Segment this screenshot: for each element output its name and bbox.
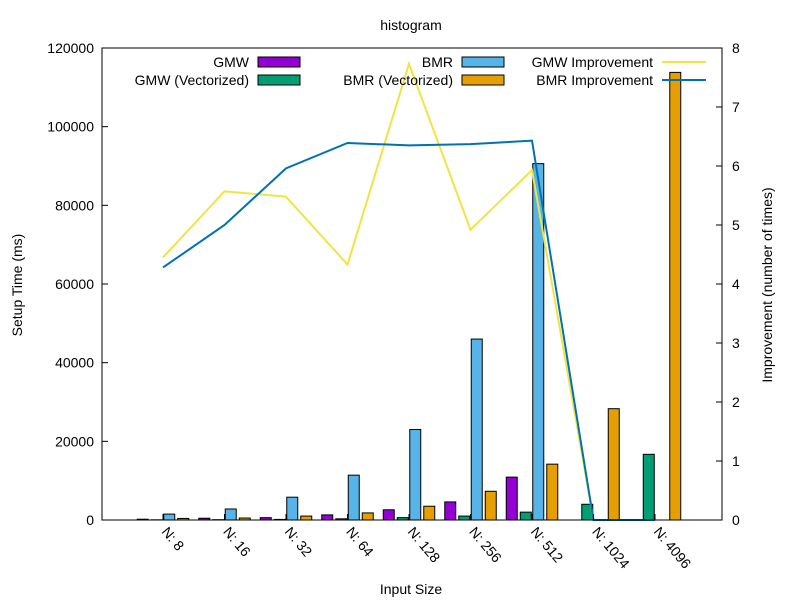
bar: [470, 338, 483, 521]
bar: [409, 429, 422, 521]
bars-layer: [136, 71, 682, 521]
y-tick-label: 120000: [47, 40, 94, 56]
bar: [546, 463, 559, 521]
bar: [321, 514, 334, 521]
y-tick-label: 0: [86, 512, 94, 528]
y-tick-label: 60000: [55, 276, 94, 292]
y2-tick-label: 6: [732, 158, 740, 174]
y2-tick-label: 1: [732, 453, 740, 469]
y2-tick-label: 0: [732, 512, 740, 528]
bar: [347, 474, 360, 521]
y-tick-label: 20000: [55, 433, 94, 449]
x-tick-label: N: 128: [405, 524, 444, 566]
bar: [444, 501, 457, 521]
y-tick-label: 40000: [55, 355, 94, 371]
legend-label: GMW Improvement: [532, 54, 653, 70]
bar: [163, 513, 176, 521]
chart-title: histogram: [380, 17, 441, 33]
legend-label: BMR (Vectorized): [343, 72, 453, 88]
series-line: [162, 139, 655, 521]
legend: GMW GMW (Vectorized) BMR BMR (Vectorized) GM…: [135, 54, 706, 88]
bar: [669, 71, 682, 521]
y2-axis-label: Improvement (number of times): [759, 187, 775, 382]
bar: [361, 512, 374, 521]
y2-tick-label: 4: [732, 276, 740, 292]
bar: [642, 453, 655, 521]
bar: [382, 509, 395, 521]
y-tick-label: 100000: [47, 119, 94, 135]
bar: [519, 511, 532, 521]
x-tick-label: N: 64: [343, 524, 377, 560]
bar: [286, 496, 299, 521]
legend-label: BMR: [422, 54, 453, 70]
bar: [607, 408, 620, 521]
legend-swatch: [461, 56, 505, 68]
series-line: [162, 60, 655, 521]
legend-label: GMW: [213, 54, 250, 70]
x-tick-label: N: 4096: [651, 524, 695, 572]
x-tick-label: N: 1024: [589, 524, 633, 572]
legend-label: GMW (Vectorized): [135, 72, 249, 88]
y-tick-label: 80000: [55, 197, 94, 213]
bar: [423, 505, 436, 521]
x-tick-label: N: 8: [159, 524, 188, 554]
bar: [458, 515, 471, 521]
y2-tick-label: 5: [732, 217, 740, 233]
x-tick-label: N: 16: [220, 524, 254, 560]
bar: [505, 476, 518, 521]
lines-layer: [162, 60, 655, 521]
x-axis-label: Input Size: [380, 581, 442, 597]
legend-swatch: [257, 56, 301, 68]
x-tick-label: N: 512: [528, 524, 567, 566]
y-axis-label: Setup Time (ms): [9, 234, 25, 337]
x-tick-label: N: 32: [282, 524, 316, 560]
legend-swatch: [257, 74, 301, 86]
legend-label: BMR Improvement: [536, 72, 653, 88]
y2-tick-label: 2: [732, 394, 740, 410]
bar: [484, 490, 497, 521]
y2-tick-label: 8: [732, 40, 740, 56]
bar: [224, 508, 237, 521]
y2-tick-label: 7: [732, 99, 740, 115]
axes-layer: 0 20000 40000 60000 80000 100000 120000 0 1 2 3 4 5 6…: [47, 40, 740, 572]
bar: [532, 163, 545, 521]
y2-tick-label: 3: [732, 335, 740, 351]
legend-swatch: [461, 74, 505, 86]
x-tick-label: N: 256: [466, 524, 505, 566]
bar: [300, 515, 313, 521]
